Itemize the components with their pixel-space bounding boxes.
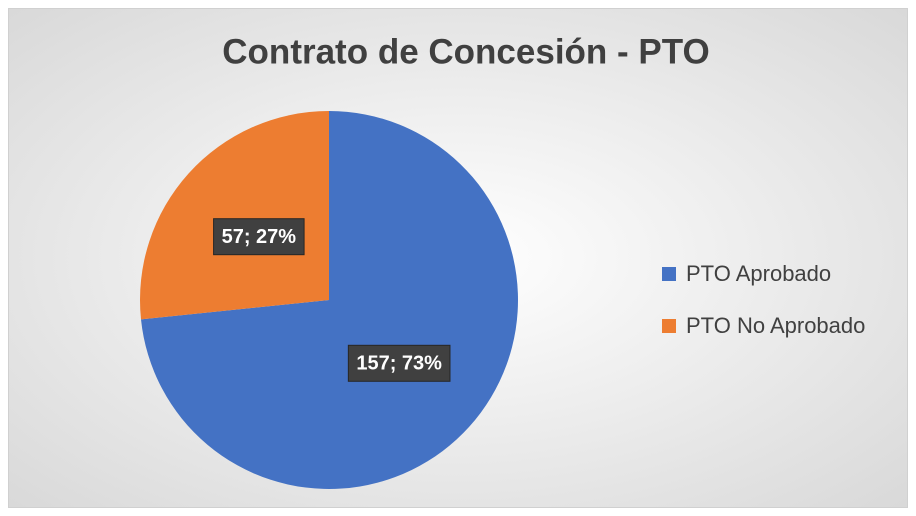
pie-slice [140, 111, 329, 320]
legend-label: PTO Aprobado [686, 261, 831, 286]
chart-title: Contrato de Concesión - PTO [222, 32, 709, 71]
pie-slice [140, 111, 519, 490]
data-label-box [213, 218, 305, 256]
data-label: 57; 27% [222, 226, 297, 248]
data-label: 157; 73% [356, 353, 442, 375]
legend-swatch [662, 267, 676, 281]
legend-label: PTO No Aprobado [686, 313, 865, 338]
data-label-box [347, 344, 451, 382]
legend-swatch [662, 319, 676, 333]
